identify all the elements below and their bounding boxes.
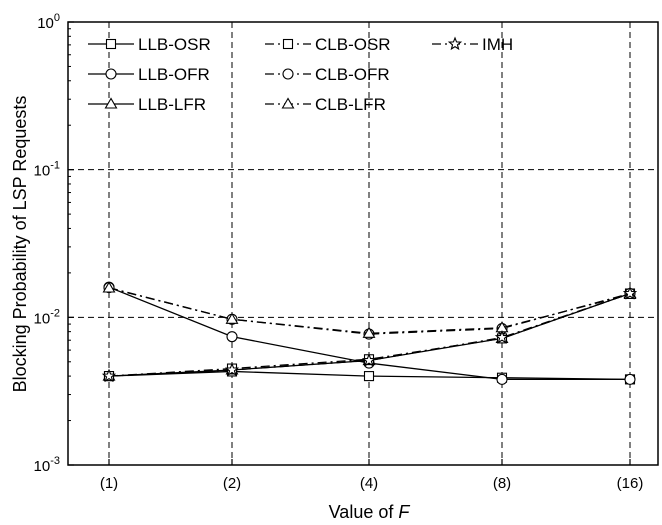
y-tick-mantissa: 10 — [34, 163, 51, 180]
y-tick-mantissa: 10 — [34, 310, 51, 327]
y-tick-label: 10-3 — [34, 455, 60, 475]
legend-item: CLB-LFR — [265, 95, 386, 114]
legend-item: LLB-LFR — [88, 95, 206, 114]
data-point — [362, 326, 376, 338]
x-axis-label-variable: F — [398, 502, 410, 522]
data-point — [225, 312, 239, 324]
legend-marker — [282, 68, 294, 80]
legend-marker — [105, 68, 117, 80]
x-tick-label: (8) — [493, 475, 511, 492]
y-tick-exponent: -2 — [50, 307, 60, 319]
x-tick-label: (16) — [617, 475, 644, 492]
legend-marker — [281, 97, 295, 109]
y-tick-label: 10-2 — [34, 307, 60, 327]
data-point — [494, 330, 510, 344]
legend-item: CLB-OFR — [265, 65, 390, 84]
series-clb-lfr — [102, 281, 637, 338]
y-tick-label: 10-1 — [34, 160, 60, 180]
x-axis-label-text: Value of — [329, 502, 399, 522]
legend: LLB-OSR LLB-OFR LLB-LFR CLB-OSR CLB-OFR CLB-L… — [88, 35, 513, 114]
legend-label: CLB-LFR — [315, 95, 386, 114]
x-tick-label: (4) — [360, 475, 378, 492]
legend-label: LLB-OFR — [138, 65, 210, 84]
x-tick-label: (2) — [223, 475, 241, 492]
data-point — [624, 373, 636, 385]
y-tick-mantissa: 10 — [37, 15, 54, 32]
legend-label: LLB-OSR — [138, 35, 211, 54]
legend-item: IMH — [432, 35, 513, 54]
x-tick-label: (1) — [100, 475, 118, 492]
grid-lines — [68, 22, 658, 465]
data-point — [101, 368, 117, 383]
legend-marker — [105, 38, 117, 50]
data-point — [622, 285, 638, 300]
legend-item: LLB-OSR — [88, 35, 211, 54]
series-llb-osr — [103, 366, 636, 385]
plot-frame — [67, 21, 659, 466]
y-tick-label: 100 — [37, 12, 60, 32]
legend-label: IMH — [482, 35, 513, 54]
y-tick-exponent: 0 — [54, 12, 60, 24]
data-point — [363, 371, 375, 382]
data-point — [224, 362, 240, 377]
series-layer — [101, 281, 638, 385]
legend-item: LLB-OFR — [88, 65, 210, 84]
legend-marker — [447, 36, 463, 51]
series-line — [108, 287, 631, 334]
y-tick-exponent: -3 — [50, 455, 60, 467]
legend-label: CLB-OSR — [315, 35, 391, 54]
data-point — [361, 353, 377, 367]
data-point — [102, 281, 116, 293]
y-tick-exponent: -1 — [50, 160, 60, 172]
legend-marker — [104, 97, 118, 109]
series-imh — [101, 285, 638, 383]
y-axis-label: Blocking Probability of LSP Requests — [10, 96, 30, 393]
legend-label: LLB-LFR — [138, 95, 206, 114]
legend-item: CLB-OSR — [265, 35, 391, 54]
legend-label: CLB-OFR — [315, 65, 390, 84]
y-tick-mantissa: 10 — [34, 458, 51, 475]
legend-marker — [282, 38, 294, 50]
data-point — [226, 331, 238, 343]
data-point — [496, 373, 508, 385]
x-axis-label: Value of F — [329, 502, 411, 522]
